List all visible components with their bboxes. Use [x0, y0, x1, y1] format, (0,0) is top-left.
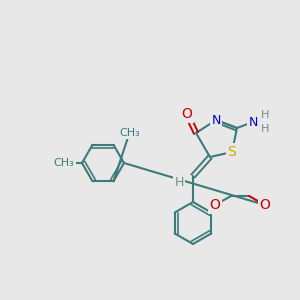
- Text: S: S: [228, 145, 236, 159]
- Text: CH₃: CH₃: [54, 158, 74, 168]
- Text: N: N: [211, 113, 221, 127]
- Text: O: O: [210, 198, 220, 212]
- Text: H: H: [261, 124, 269, 134]
- Text: CH₃: CH₃: [119, 128, 140, 138]
- Text: O: O: [260, 198, 270, 212]
- Text: N: N: [248, 116, 258, 128]
- Text: H: H: [174, 176, 184, 190]
- Text: O: O: [182, 107, 192, 121]
- Text: H: H: [261, 110, 269, 120]
